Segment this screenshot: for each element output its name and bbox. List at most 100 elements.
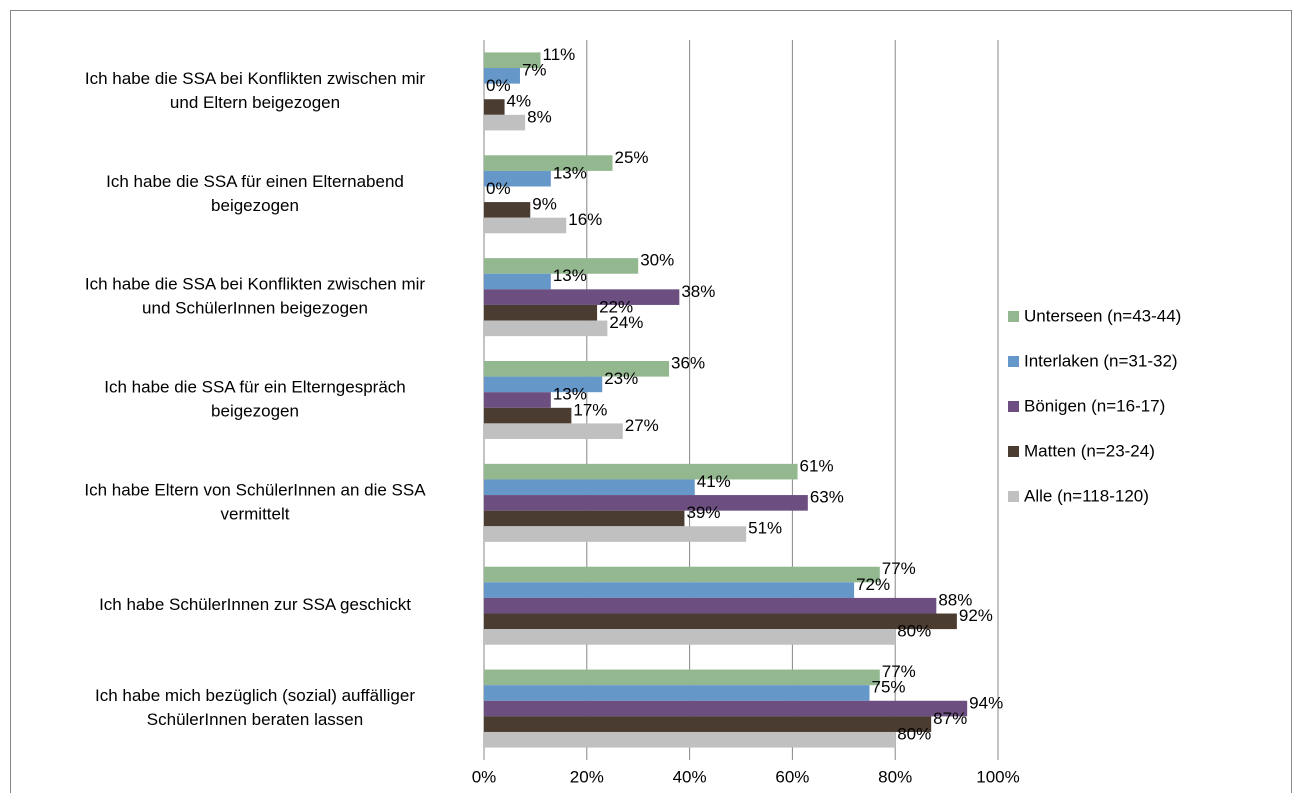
bar <box>484 495 808 511</box>
category-label: Ich habe die SSA für ein Elterngespräch <box>104 377 405 396</box>
bar <box>484 613 957 630</box>
bar <box>484 217 567 234</box>
data-label: 16% <box>568 210 602 229</box>
bar <box>484 716 932 732</box>
data-label: 36% <box>671 353 705 372</box>
bar <box>484 669 880 686</box>
category-label: Ich habe SchülerInnen zur SSA geschickt <box>99 595 411 614</box>
data-label: 92% <box>959 606 993 625</box>
bar <box>484 170 551 187</box>
chart-border <box>10 10 1292 793</box>
category-label: beigezogen <box>211 196 299 215</box>
data-label: 23% <box>604 369 638 388</box>
category-label: und SchülerInnen beigezogen <box>142 299 368 318</box>
data-label: 9% <box>532 195 557 214</box>
data-label: 30% <box>640 251 674 270</box>
bar <box>484 273 551 290</box>
bar <box>484 685 870 701</box>
data-label: 39% <box>686 503 720 522</box>
bar <box>484 731 896 748</box>
bar <box>484 407 572 424</box>
data-label: 7% <box>522 61 547 80</box>
bar <box>484 597 937 614</box>
bar <box>484 304 598 321</box>
data-label: 38% <box>681 282 715 301</box>
data-label: 11% <box>543 45 576 64</box>
bar <box>484 582 855 598</box>
legend-swatch <box>1008 491 1019 502</box>
data-label: 75% <box>872 678 906 697</box>
legend-swatch <box>1008 311 1019 322</box>
category-label: SchülerInnen beraten lassen <box>147 710 363 729</box>
data-label: 72% <box>856 575 890 594</box>
bar <box>484 99 505 115</box>
bar <box>484 114 526 131</box>
data-label: 0% <box>486 179 511 198</box>
data-label: 94% <box>969 693 1003 712</box>
data-label: 25% <box>615 148 649 167</box>
x-tick-label: 0% <box>472 767 497 786</box>
bar <box>484 258 639 274</box>
data-label: 80% <box>897 622 931 641</box>
category-label: und Eltern beigezogen <box>170 93 340 112</box>
x-tick-label: 80% <box>878 767 912 786</box>
category-label: Ich habe mich bezüglich (sozial) auffäll… <box>95 686 415 705</box>
legend-swatch <box>1008 446 1019 457</box>
data-label: 24% <box>609 313 643 332</box>
x-tick-label: 20% <box>570 767 604 786</box>
bar <box>484 320 608 337</box>
legend-label: Alle (n=118-120) <box>1024 486 1149 505</box>
bar <box>484 700 968 717</box>
legend-label: Bönigen (n=16-17) <box>1024 396 1165 415</box>
legend-swatch <box>1008 401 1019 412</box>
bar <box>484 289 680 305</box>
bar <box>484 566 880 583</box>
bar <box>484 526 747 542</box>
bar <box>484 68 520 84</box>
category-label: Ich habe die SSA bei Konflikten zwischen… <box>85 275 426 294</box>
data-label: 77% <box>882 662 916 681</box>
category-label: Ich habe die SSA für einen Elternabend <box>106 172 404 191</box>
legend-label: Matten (n=23-24) <box>1024 441 1155 460</box>
x-tick-label: 60% <box>775 767 809 786</box>
data-label: 4% <box>507 92 532 111</box>
data-label: 17% <box>573 400 607 419</box>
category-label: Ich habe die SSA bei Konflikten zwischen… <box>85 69 426 88</box>
category-label: beigezogen <box>211 401 299 420</box>
data-label: 27% <box>625 416 659 435</box>
bar <box>484 376 603 393</box>
data-label: 8% <box>527 107 552 126</box>
bar <box>484 361 670 377</box>
bar <box>484 52 541 69</box>
data-label: 0% <box>486 76 511 95</box>
data-label: 13% <box>553 163 587 182</box>
data-label: 22% <box>599 297 633 316</box>
data-label: 88% <box>938 590 972 609</box>
legend-swatch <box>1008 356 1019 367</box>
bar <box>484 202 531 218</box>
bar <box>484 510 685 527</box>
data-label: 51% <box>748 519 782 538</box>
bar <box>484 629 896 645</box>
data-label: 13% <box>553 266 587 285</box>
data-label: 13% <box>553 385 587 404</box>
bar <box>484 155 613 171</box>
data-label: 63% <box>810 488 844 507</box>
data-label: 61% <box>800 456 834 475</box>
legend-label: Unterseen (n=43-44) <box>1024 306 1181 325</box>
data-label: 41% <box>697 472 731 491</box>
legend-label: Interlaken (n=31-32) <box>1024 351 1178 370</box>
bar <box>484 463 798 480</box>
category-label: vermittelt <box>221 504 290 523</box>
x-tick-label: 100% <box>976 767 1019 786</box>
bar <box>484 392 551 408</box>
data-label: 87% <box>933 709 967 728</box>
x-tick-label: 40% <box>673 767 707 786</box>
data-label: 77% <box>882 559 916 578</box>
bar <box>484 423 623 439</box>
category-label: Ich habe Eltern von SchülerInnen an die … <box>84 480 426 499</box>
data-label: 80% <box>897 724 931 743</box>
bar <box>484 479 695 496</box>
